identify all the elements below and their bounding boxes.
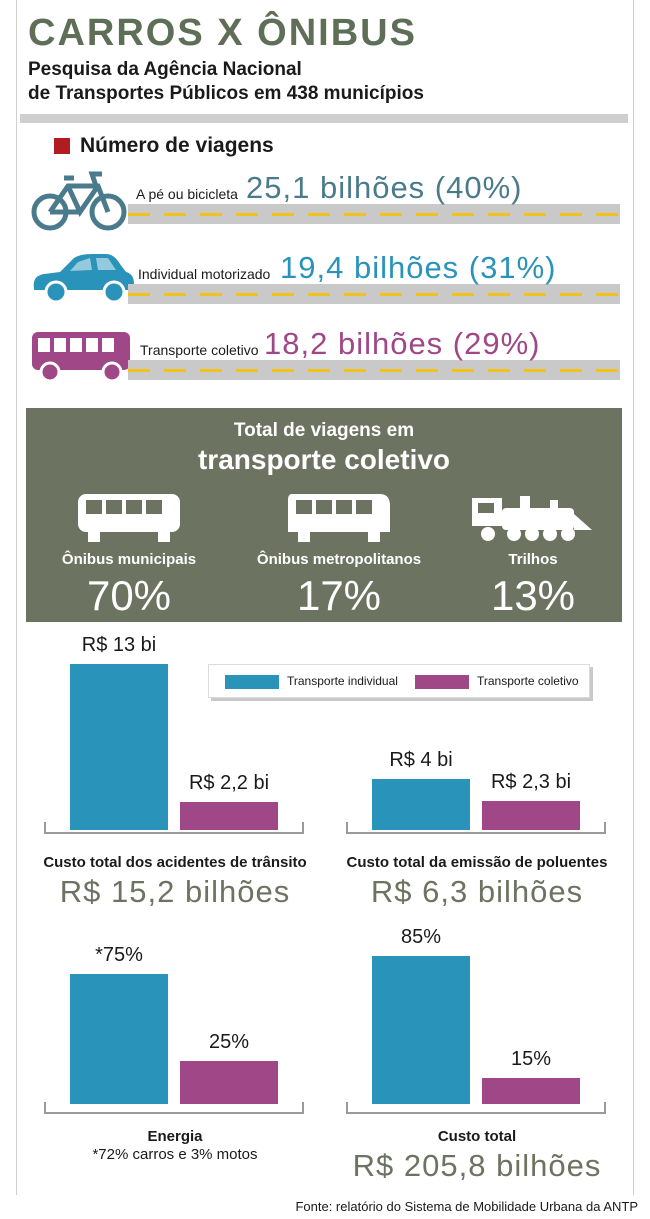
bar-individual (372, 956, 470, 1104)
subtitle-line-1: Pesquisa da Agência Nacional (28, 59, 302, 80)
infographic-frame (16, 0, 634, 1195)
collective-transport-panel: Total de viagens em transporte coletivo … (26, 408, 622, 622)
chart-baseline-bracket (44, 822, 304, 834)
trip-value: 18,2 bilhões (29%) (264, 326, 541, 361)
trip-label: A pé ou bicicleta (136, 186, 238, 202)
collective-item-municipal: Ônibus municipais 70% (44, 492, 214, 620)
chart-legend: Transporte individual Transporte coletiv… (208, 664, 590, 698)
page-title: CARROS X ÔNIBUS (28, 12, 417, 54)
trip-value: 25,1 bilhões (40%) (246, 170, 523, 205)
car-icon (33, 254, 134, 304)
bus-icon (32, 332, 130, 383)
bar-individual (70, 664, 168, 830)
bar-value-label: R$ 2,2 bi (188, 772, 270, 794)
chart-caption: Energia (147, 1128, 203, 1145)
trip-label: Individual motorizado (138, 266, 271, 282)
chart-caption: Custo total dos acidentes de trânsito (43, 854, 307, 871)
chart-caption: Custo total (437, 1128, 517, 1145)
bus-icon (78, 494, 180, 542)
bar-collective (180, 1061, 278, 1104)
coach-icon (288, 494, 390, 542)
bar-value-label: *75% (95, 944, 143, 966)
chart-total: R$ 6,3 bilhões (370, 874, 584, 909)
chart-total: R$ 205,8 bilhões (352, 1148, 602, 1183)
collective-item-rail: Trilhos 13% (458, 492, 608, 620)
bar-value-label: 25% (208, 1031, 250, 1053)
bar-individual (372, 779, 470, 830)
bar-value-label: R$ 13 bi (81, 634, 157, 656)
legend-swatch-red (54, 138, 70, 154)
road-stripe (128, 284, 620, 304)
collective-item-value: 13% (490, 572, 576, 619)
bar-value-label: 15% (510, 1048, 552, 1070)
chart-total: R$ 15,2 bilhões (59, 874, 291, 909)
legend-swatch-individual (225, 675, 279, 689)
header-divider (20, 114, 628, 123)
panel-heading-line-1: Total de viagens em (233, 420, 415, 441)
legend-label-individual: Transporte individual (287, 674, 398, 688)
chart-baseline-bracket (44, 1102, 304, 1114)
page-subtitle: Pesquisa da Agência Nacional de Transpor… (28, 58, 588, 106)
trip-row-bus: Transporte coletivo 18,2 bilhões (29%) (30, 326, 620, 386)
chart-caption: Custo total da emissão de poluentes (346, 854, 608, 871)
bicycle-icon (31, 171, 127, 231)
panel-heading-line-2: transporte coletivo (197, 444, 451, 475)
bar-value-label: R$ 2,3 bi (490, 771, 572, 793)
road-stripe (128, 204, 620, 224)
collective-item-value: 17% (296, 572, 382, 619)
trip-row-walk-bike: A pé ou bicicleta 25,1 bilhões (40%) (30, 170, 620, 231)
chart-baseline-bracket (346, 822, 606, 834)
collective-item-value: 70% (86, 572, 172, 619)
train-icon (472, 496, 592, 541)
bar-value-label: 85% (400, 926, 442, 948)
collective-item-label: Trilhos (508, 551, 558, 568)
legend-label-collective: Transporte coletivo (477, 674, 579, 688)
collective-item-metropolitan: Ônibus metropolitanos 17% (234, 492, 444, 620)
source-note: Fonte: relatório do Sistema de Mobilidad… (295, 1199, 638, 1214)
bar-collective (482, 801, 580, 830)
legend-swatch-collective (415, 675, 469, 689)
trips-legend: Número de viagens (54, 134, 274, 158)
trip-row-car: Individual motorizado 19,4 bilhões (31%) (30, 250, 620, 310)
chart-baseline-bracket (346, 1102, 606, 1114)
subtitle-line-2: de Transportes Públicos em 438 município… (28, 83, 424, 104)
bar-collective (180, 802, 278, 830)
trip-label: Transporte coletivo (140, 342, 259, 358)
chart-footnote: *72% carros e 3% motos (92, 1146, 258, 1163)
trip-value: 19,4 bilhões (31%) (280, 250, 557, 285)
bar-value-label: R$ 4 bi (389, 749, 453, 771)
trips-legend-label: Número de viagens (80, 134, 274, 157)
collective-item-label: Ônibus municipais (61, 551, 197, 568)
collective-item-label: Ônibus metropolitanos (256, 551, 422, 568)
bar-collective (482, 1078, 580, 1104)
road-stripe (128, 360, 620, 380)
bar-individual (70, 974, 168, 1104)
